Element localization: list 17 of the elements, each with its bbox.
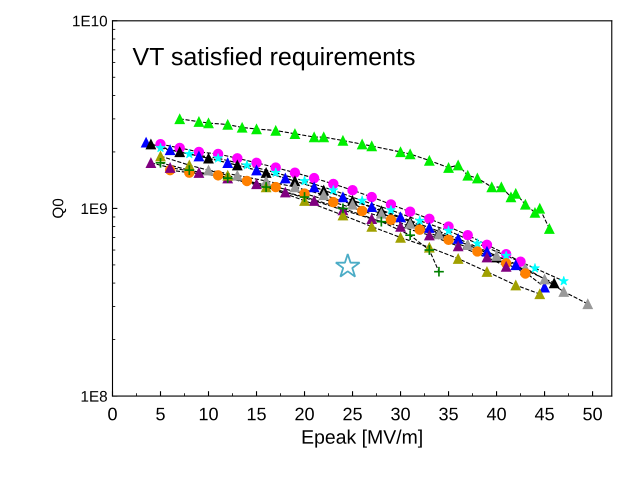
y-tick-label: 1E8 bbox=[82, 390, 107, 402]
x-tick-label: 30 bbox=[391, 408, 410, 420]
x-tick-label: 35 bbox=[439, 408, 458, 420]
x-tick-label: 45 bbox=[534, 408, 554, 420]
annotation: VT satisfied requirements bbox=[132, 47, 415, 70]
x-tick-label: 5 bbox=[156, 408, 165, 420]
y-tick-label: 1E10 bbox=[73, 16, 108, 26]
x-tick-label: 15 bbox=[248, 408, 266, 420]
x-tick-label: 10 bbox=[200, 408, 218, 420]
x-tick-label: 50 bbox=[583, 408, 602, 420]
x-tick-label: 0 bbox=[108, 408, 117, 420]
y-tick-label: 1E9 bbox=[82, 203, 107, 214]
x-tick-label: 40 bbox=[486, 408, 506, 420]
x-tick-label: 25 bbox=[343, 408, 362, 420]
y-axis-title: Q0 bbox=[52, 198, 66, 218]
x-tick-label: 20 bbox=[295, 408, 314, 420]
x-axis-title: Epeak [MV/m] bbox=[302, 430, 422, 448]
